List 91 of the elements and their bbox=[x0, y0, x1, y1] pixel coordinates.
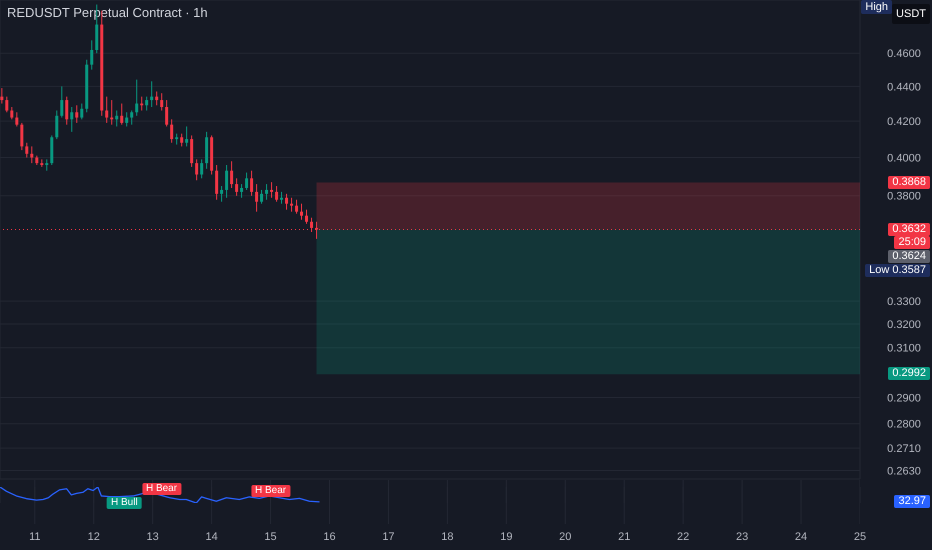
y-tick-label: 0.3100 bbox=[887, 342, 921, 355]
candlestick bbox=[10, 106, 14, 120]
y-tick-label: 0.2630 bbox=[887, 465, 921, 478]
candlestick bbox=[245, 172, 248, 190]
x-tick-label: 19 bbox=[500, 530, 512, 543]
candlestick bbox=[45, 158, 48, 172]
candlestick bbox=[195, 158, 198, 181]
candlestick bbox=[110, 100, 114, 126]
candlestick bbox=[295, 199, 298, 214]
candlestick bbox=[200, 158, 204, 179]
candlestick bbox=[250, 170, 254, 196]
candlestick bbox=[105, 96, 108, 124]
candlestick bbox=[270, 182, 274, 198]
y-tick-label: 0.2710 bbox=[887, 442, 921, 455]
candlestick bbox=[120, 103, 124, 126]
band-label: 0.2992 bbox=[888, 367, 930, 380]
x-tick-label: 24 bbox=[794, 530, 808, 543]
candlestick bbox=[225, 164, 228, 198]
candlestick bbox=[230, 160, 234, 188]
y-tick-label: 0.4200 bbox=[887, 116, 921, 128]
candlestick bbox=[90, 40, 94, 70]
y-tick-label: 0.3300 bbox=[887, 296, 921, 308]
candlestick bbox=[60, 86, 64, 118]
candlestick bbox=[150, 80, 154, 108]
candlestick bbox=[220, 186, 224, 202]
y-tick-label: 0.4400 bbox=[887, 81, 921, 94]
candlestick bbox=[30, 146, 34, 164]
x-tick-label: 13 bbox=[146, 530, 159, 543]
x-tick-label: 17 bbox=[382, 530, 395, 543]
candlestick bbox=[180, 133, 184, 147]
text: USDT bbox=[892, 4, 930, 24]
y-tick-label: 0.2900 bbox=[887, 392, 921, 404]
candlestick bbox=[130, 110, 134, 126]
y-tick-label: 0.3800 bbox=[887, 190, 921, 203]
x-tick-label: 21 bbox=[618, 530, 630, 543]
candlestick bbox=[0, 88, 4, 104]
text: High bbox=[861, 0, 892, 14]
candlestick bbox=[70, 106, 74, 132]
candlestick bbox=[275, 186, 278, 202]
x-tick-label: 20 bbox=[559, 530, 572, 543]
text: 0.3624 bbox=[888, 250, 930, 263]
candlestick bbox=[185, 126, 188, 147]
x-tick-label: 11 bbox=[29, 530, 40, 543]
candlestick bbox=[35, 155, 38, 166]
candlestick bbox=[305, 209, 308, 224]
candlestick bbox=[300, 203, 304, 220]
x-tick-label: 16 bbox=[323, 530, 336, 543]
candlestick bbox=[125, 112, 128, 127]
candlestick bbox=[290, 197, 294, 212]
candlestick bbox=[80, 103, 84, 120]
candlestick bbox=[165, 100, 168, 127]
x-tick-label: 25 bbox=[854, 530, 866, 543]
annotation: H Bull bbox=[107, 497, 142, 509]
ref-line-label: 0.3632 bbox=[888, 222, 930, 236]
candlestick bbox=[145, 96, 148, 112]
text: 25:09 bbox=[894, 236, 930, 249]
candlestick bbox=[5, 96, 8, 113]
candlestick bbox=[155, 90, 158, 106]
candlestick bbox=[140, 96, 144, 112]
candlestick bbox=[55, 110, 58, 140]
x-tick-label: 18 bbox=[441, 530, 454, 543]
candlestick bbox=[255, 184, 258, 212]
annotation: H Bear bbox=[250, 485, 290, 498]
candlestick bbox=[260, 189, 264, 204]
y-tick-label: 0.4600 bbox=[887, 48, 921, 60]
candlestick bbox=[240, 184, 244, 198]
y-tick-label: 0.4000 bbox=[887, 152, 921, 164]
candlestick bbox=[65, 96, 68, 126]
candlestick bbox=[20, 122, 24, 151]
candlestick bbox=[265, 184, 268, 200]
candlestick bbox=[135, 79, 138, 116]
y-tick-label: 0.3200 bbox=[887, 318, 921, 331]
candlestick bbox=[170, 118, 174, 144]
x-tick-label: 23 bbox=[736, 530, 748, 543]
x-tick-label: 15 bbox=[264, 530, 277, 543]
candlestick bbox=[215, 164, 218, 200]
candlestick bbox=[115, 110, 118, 127]
candlestick bbox=[160, 92, 164, 112]
candlestick bbox=[15, 112, 18, 127]
candlestick bbox=[25, 142, 28, 158]
x-tick-label: 22 bbox=[677, 530, 690, 543]
band-label: 0.3868 bbox=[888, 176, 930, 189]
y-tick-label: 0.2800 bbox=[887, 418, 921, 431]
candlestick bbox=[75, 104, 78, 124]
text: Low 0.3587 bbox=[865, 264, 930, 277]
candlestick bbox=[285, 193, 288, 210]
candlestick bbox=[235, 178, 238, 196]
text: 32.97 bbox=[894, 494, 930, 508]
x-tick-label: 14 bbox=[205, 530, 218, 543]
annotation: H Bear bbox=[142, 482, 182, 495]
x-tick-label: 12 bbox=[88, 530, 100, 543]
